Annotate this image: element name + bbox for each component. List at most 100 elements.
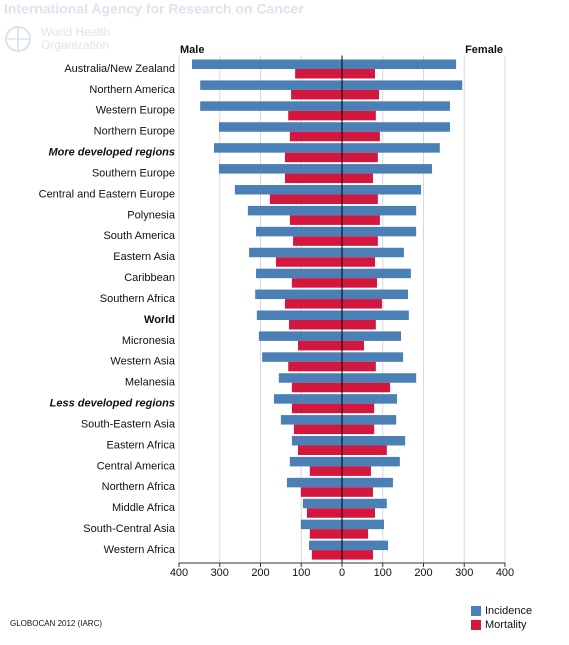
bar [256,268,342,279]
bar [342,101,450,111]
bar [249,247,342,258]
agency-name: International Agency for Research on Can… [4,1,304,17]
x-tick-label: 200 [251,567,269,579]
bar [192,59,342,69]
legend-label: Mortality [485,619,527,631]
category-label: Micronesia [122,335,176,347]
bar [342,131,380,142]
bar [342,89,380,100]
category-label: Southern Africa [100,293,176,305]
bar [342,320,376,330]
category-label: Northern America [89,84,175,96]
bar [256,310,342,320]
bar [258,331,342,341]
bar [295,69,342,79]
category-label: Middle Africa [112,502,176,514]
category-label: Southern Europe [92,167,175,179]
x-tick-label: 400 [170,567,188,579]
bar [342,185,422,195]
bar [342,143,440,153]
group-label: Female [465,44,503,56]
organization-name: World Health [41,25,110,39]
bar [308,540,342,551]
bar [278,373,342,383]
bar [297,445,342,455]
bar [342,508,376,518]
bar [342,215,380,225]
bar [293,236,342,246]
bar [284,173,342,184]
bar [342,289,409,300]
x-tick-label: 300 [455,567,473,579]
category-label: Less developed regions [50,398,175,410]
category-label: Melanesia [125,377,176,389]
bar [286,477,342,488]
bar [342,477,393,488]
bar [300,487,342,497]
bar [311,550,342,560]
bar [247,205,342,216]
x-tick-label: 100 [374,567,392,579]
bar [342,331,402,341]
bar [275,257,342,267]
bar [342,205,417,216]
category-label: South-Eastern Asia [81,418,176,430]
bar [342,466,371,476]
bar [342,415,397,425]
bar [300,519,342,530]
bar [218,122,342,132]
bar [342,352,404,362]
x-tick-label: 300 [211,567,229,579]
bar [342,236,378,246]
bar [309,466,342,476]
legend-swatch [471,606,481,616]
bar [342,257,376,267]
bar [289,456,342,467]
bar [342,373,417,383]
category-label: Caribbean [124,272,175,284]
bar [342,382,391,393]
bar [342,110,376,121]
bar [280,415,342,425]
who-logo [5,26,31,52]
bar [284,152,342,163]
bar [342,487,373,497]
bar [342,340,365,351]
bar [342,59,457,69]
bar [291,436,342,446]
bar [342,403,375,414]
category-label: Australia/New Zealand [64,63,175,75]
legend-label: Incidence [485,605,532,617]
bar [342,550,373,560]
x-tick-label: 100 [292,567,310,579]
category-label: Central America [97,460,176,472]
bar [342,268,411,279]
x-tick-label: 200 [414,567,432,579]
bar [342,498,387,509]
bar [342,436,406,446]
bar [200,80,342,90]
category-label: Western Europe [96,105,175,117]
category-label: Eastern Asia [113,251,176,263]
bar [234,185,342,195]
bar [342,456,400,467]
category-label: World [144,314,175,326]
x-tick-label: 400 [496,567,514,579]
bar [342,424,375,435]
bar [342,394,398,404]
bar [289,131,342,142]
bar [302,498,342,509]
category-label: South-Central Asia [83,523,176,535]
bar [342,173,373,184]
bar [342,226,417,237]
bar [289,320,342,330]
bar [342,445,387,455]
bar [200,101,342,111]
category-label: Polynesia [127,209,176,221]
bar [293,424,342,435]
bar [342,519,384,530]
category-label: Northern Africa [102,481,176,493]
bar [291,382,342,393]
